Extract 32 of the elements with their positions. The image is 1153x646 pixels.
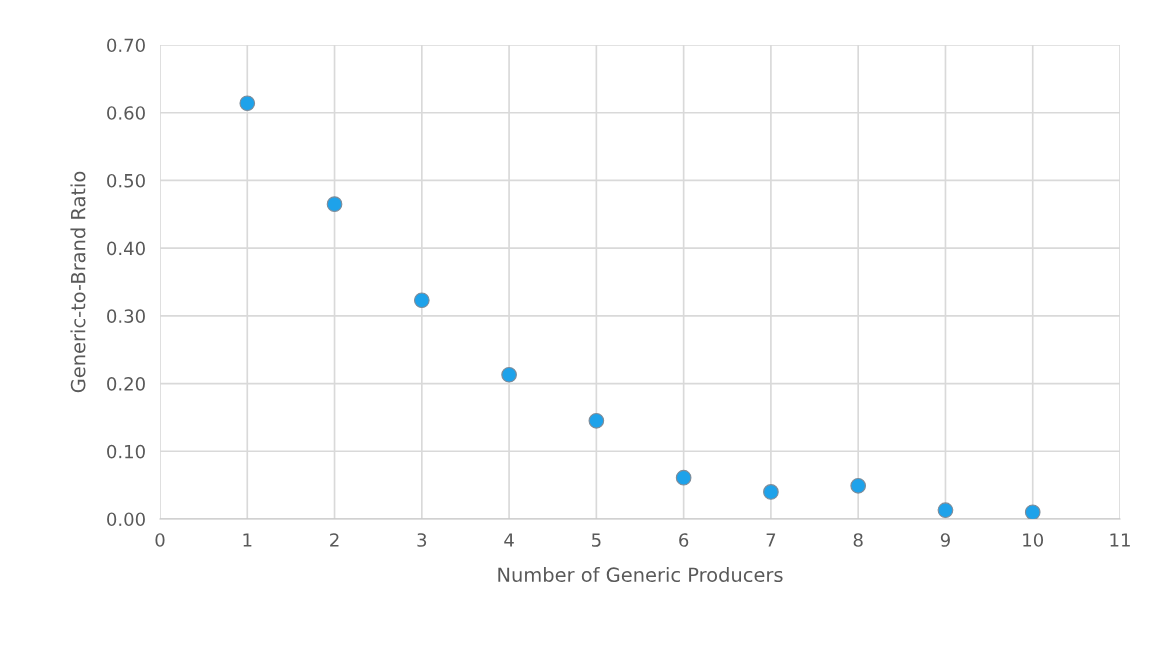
point [1024, 504, 1041, 519]
x-tick-label: 7 [766, 533, 776, 547]
x-tick-label: 9 [940, 533, 950, 547]
x-tick-label: 2 [330, 533, 339, 547]
y-tick-label: 0.50 [107, 173, 145, 188]
y-tick-label: 0.20 [107, 377, 145, 391]
y-tick-label: 0.70 [107, 38, 145, 53]
x-tick-label: 6 [679, 533, 689, 547]
x-tick-label: 10 [1023, 533, 1044, 547]
x-axis-title: Number of Generic Producers [498, 567, 783, 583]
y-tick-label: 0.40 [107, 241, 145, 256]
y-axis-title: Generic-to-Brand Ratio [70, 171, 86, 393]
point [239, 95, 256, 112]
point [937, 502, 954, 519]
x-tick-label: 8 [853, 533, 863, 547]
y-tick-label: 0.10 [107, 444, 145, 459]
point [413, 292, 430, 309]
y-tick-label: 0.60 [107, 106, 145, 120]
point [675, 469, 692, 486]
point [501, 366, 517, 383]
x-tick-label: 4 [504, 533, 514, 547]
x-tick-label: 3 [417, 533, 427, 547]
x-tick-label: 5 [592, 533, 601, 547]
x-tick-label: 0 [155, 533, 165, 547]
point [763, 484, 779, 500]
x-tick-label: 1 [243, 533, 252, 547]
point [326, 196, 343, 212]
point [588, 412, 605, 429]
x-tick-label: 11 [1110, 533, 1130, 547]
y-tick-label: 0.30 [107, 309, 145, 323]
point [850, 477, 867, 494]
y-tick-label: 0.00 [107, 512, 145, 527]
